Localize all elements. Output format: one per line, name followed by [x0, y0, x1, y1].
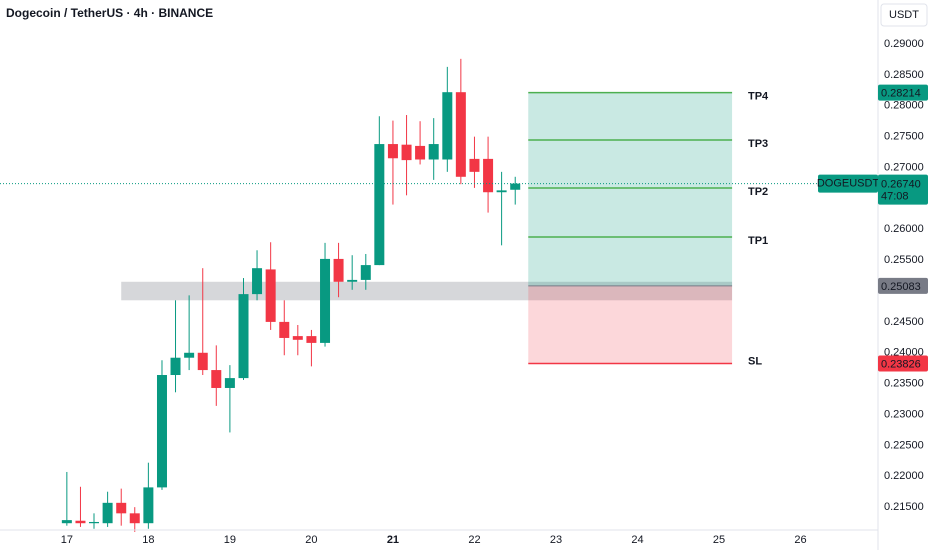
- target-label: TP4: [748, 90, 769, 102]
- candle-body: [374, 144, 385, 266]
- x-tick-label: 26: [794, 534, 806, 546]
- candle-body: [279, 321, 290, 338]
- candle-body: [211, 370, 222, 388]
- currency-label[interactable]: USDT: [889, 9, 919, 21]
- price-box: [878, 174, 928, 205]
- candle-body: [333, 258, 344, 282]
- axis-value-box: [878, 84, 928, 101]
- y-tick-label: 0.25500: [884, 254, 924, 266]
- x-tick-label: 18: [142, 534, 154, 546]
- axis-value-box: [878, 355, 928, 372]
- candle-body: [360, 265, 371, 280]
- x-tick-label: 23: [550, 534, 562, 546]
- candle-body: [496, 190, 507, 193]
- candle-body: [455, 92, 466, 177]
- y-tick-label: 0.28500: [884, 69, 924, 81]
- currency-box[interactable]: [880, 3, 928, 27]
- price-axis: 0.215000.220000.225000.230000.235000.240…: [884, 38, 924, 513]
- candle-body: [61, 520, 72, 524]
- candle-body: [224, 378, 235, 388]
- y-tick-label: 0.21500: [884, 501, 924, 513]
- y-tick-label: 0.27000: [884, 161, 924, 173]
- chart-title: Dogecoin / TetherUS · 4h · BINANCE: [6, 6, 213, 20]
- candle-body: [428, 144, 439, 160]
- candle-body: [401, 144, 412, 161]
- candle-body: [469, 158, 480, 172]
- axis-value-label: 0.23826: [881, 358, 921, 370]
- y-tick-label: 0.22500: [884, 439, 924, 451]
- y-tick-label: 0.29000: [884, 38, 924, 50]
- symbol-box: [818, 174, 878, 193]
- candle-body: [129, 513, 140, 524]
- symbol-label: DOGEUSDT: [817, 177, 880, 189]
- x-tick-label: 25: [713, 534, 725, 546]
- x-tick-label: 19: [224, 534, 236, 546]
- x-tick-label: 20: [305, 534, 317, 546]
- candle-body: [415, 145, 426, 160]
- y-tick-label: 0.27500: [884, 131, 924, 143]
- candle-body: [184, 352, 195, 358]
- target-label: TP1: [748, 235, 768, 247]
- candle-body: [387, 144, 398, 159]
- target-label: TP2: [748, 186, 768, 198]
- candle-body: [265, 269, 276, 322]
- candle-body: [252, 268, 263, 295]
- axis-value-box: [878, 277, 928, 294]
- candle-body: [347, 279, 358, 282]
- candle-body: [197, 352, 208, 371]
- price-axis-panel: [878, 0, 932, 550]
- x-tick-label: 21: [387, 534, 399, 546]
- candle-body: [143, 487, 154, 524]
- axis-value-label: 0.28214: [881, 87, 921, 99]
- candle-body: [102, 502, 113, 524]
- stop-loss-label: SL: [748, 355, 762, 367]
- profit-area: [528, 92, 733, 286]
- candle-body: [75, 520, 86, 524]
- target-label: TP3: [748, 138, 768, 150]
- candle-body: [170, 357, 181, 376]
- candle-body: [292, 336, 303, 340]
- x-tick-label: 22: [468, 534, 480, 546]
- candle-body: [483, 158, 494, 193]
- candle-body: [88, 521, 99, 524]
- candle-body: [320, 258, 331, 343]
- candle-body: [306, 336, 317, 343]
- candle-body: [238, 294, 249, 379]
- plot-area: TP1 TP2 TP3 TP4 SL: [0, 58, 878, 532]
- x-tick-label: 17: [61, 534, 73, 546]
- candle-body: [442, 92, 453, 160]
- loss-area: [528, 285, 733, 364]
- price-label: 0.26740: [881, 178, 921, 190]
- y-tick-label: 0.22000: [884, 470, 924, 482]
- y-tick-label: 0.23500: [884, 378, 924, 390]
- y-tick-label: 0.26000: [884, 223, 924, 235]
- x-tick-label: 24: [631, 534, 643, 546]
- y-tick-label: 0.23000: [884, 408, 924, 420]
- countdown-label: 47:08: [881, 190, 909, 202]
- axis-value-label: 0.25083: [881, 281, 921, 293]
- candle-body: [510, 183, 521, 190]
- candle-body: [116, 502, 127, 514]
- y-tick-label: 0.28000: [884, 100, 924, 112]
- y-tick-label: 0.24500: [884, 316, 924, 328]
- candle-body: [156, 375, 167, 488]
